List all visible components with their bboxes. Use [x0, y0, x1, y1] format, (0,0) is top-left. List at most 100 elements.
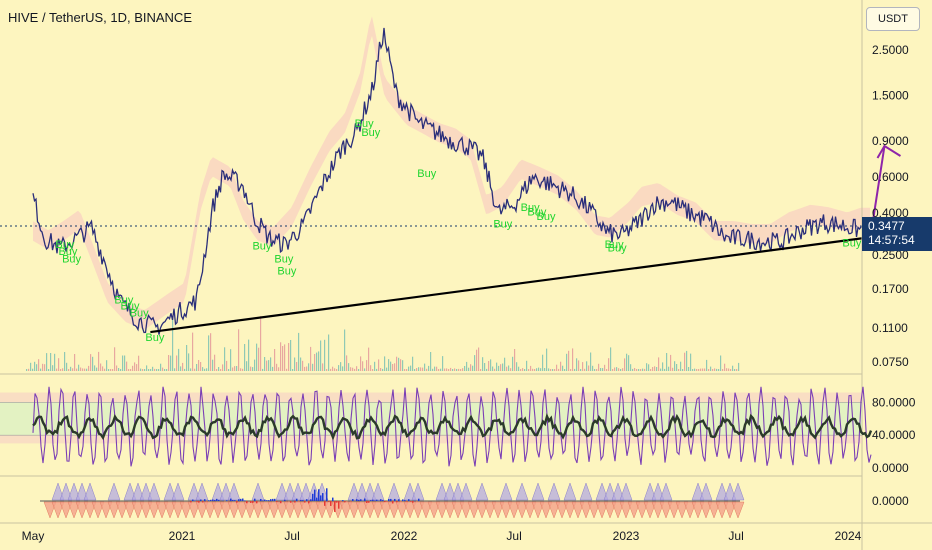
bear-triangle [179, 501, 193, 519]
histogram-bar [340, 501, 342, 502]
volume-bar [510, 368, 512, 371]
volume-bar [98, 351, 100, 371]
bull-triangle [387, 482, 401, 501]
volume-bar [260, 316, 262, 371]
bull-triangle [731, 482, 745, 501]
volume-bar [590, 352, 592, 371]
volume-bar [82, 368, 84, 371]
bear-triangle [667, 501, 681, 519]
volume-bar [202, 367, 204, 371]
volume-bar [480, 369, 482, 371]
volume-bar [32, 368, 34, 371]
volume-bar [142, 369, 144, 371]
bull-triangle [435, 482, 449, 501]
volume-bar [408, 366, 410, 371]
volume-bar [122, 355, 124, 371]
buy-label: Buy [536, 211, 555, 223]
bear-triangle [363, 501, 377, 519]
volume-bar [42, 363, 44, 371]
histogram-bar [376, 499, 378, 501]
bull-triangle [107, 482, 121, 501]
volume-bar [720, 355, 722, 371]
buy-label: Buy [605, 239, 624, 251]
bull-triangle [515, 482, 529, 501]
volume-bar [586, 361, 588, 371]
bear-triangle [531, 501, 545, 519]
histogram-bar [274, 498, 276, 501]
volume-bar [92, 356, 94, 371]
bear-triangle [467, 501, 481, 519]
volume-bar [282, 346, 284, 371]
volume-bar [392, 364, 394, 371]
histogram-bar [326, 488, 328, 501]
currency-button[interactable]: USDT [866, 7, 920, 31]
volume-bar [398, 357, 400, 371]
time-tick-label: May [22, 529, 45, 543]
histogram-bar [332, 497, 334, 501]
histogram-bar [264, 499, 266, 501]
bear-triangle [379, 501, 393, 519]
volume-bar [632, 368, 634, 371]
histogram-bar [362, 500, 364, 501]
volume-bar [532, 368, 534, 371]
volume-bar [650, 369, 652, 371]
histogram-bar [200, 499, 202, 501]
bear-triangle [507, 501, 521, 519]
volume-bar [670, 354, 672, 371]
time-tick-label: 2023 [613, 529, 640, 543]
volume-bar [232, 367, 234, 371]
volume-bar [264, 357, 266, 371]
volume-bar [190, 368, 192, 371]
volume-bar [448, 369, 450, 371]
volume-bar [34, 361, 36, 371]
arrow-shaft [871, 145, 886, 226]
volume-bar [446, 368, 448, 371]
volume-bar [54, 353, 56, 371]
bull-triangle [579, 482, 593, 501]
histogram-bar [268, 500, 270, 501]
volume-bar [588, 365, 590, 371]
bear-triangle [491, 501, 505, 519]
bull-triangle [531, 482, 545, 501]
volume-bar [30, 362, 32, 371]
volume-bar [76, 368, 78, 371]
volume-bar [70, 366, 72, 371]
volume-bar [466, 361, 468, 371]
volume-bar [582, 362, 584, 371]
volume-bar [184, 368, 186, 371]
bear-triangle [299, 501, 313, 519]
bear-triangle [115, 501, 129, 519]
volume-bar [72, 368, 74, 371]
volume-bar [592, 365, 594, 371]
bear-triangle [403, 501, 417, 519]
volume-bar [380, 368, 382, 371]
volume-bar [470, 364, 472, 371]
volume-bar [374, 361, 376, 371]
histogram-bar [338, 501, 340, 509]
volume-bar [730, 369, 732, 371]
histogram-bar [390, 498, 392, 501]
bull-triangle [283, 482, 297, 501]
volume-bar [330, 368, 332, 371]
volume-bar [246, 361, 248, 371]
buy-label: Buy [527, 206, 546, 218]
volume-bar [326, 369, 328, 371]
volume-bar [718, 369, 720, 371]
volume-bar [542, 354, 544, 371]
histogram-bar [366, 501, 368, 503]
volume-bar [478, 347, 480, 371]
bull-triangle [411, 482, 425, 501]
volume-bar [390, 361, 392, 371]
volume-bar [152, 366, 154, 371]
volume-bar [684, 352, 686, 371]
volume-bar [274, 349, 276, 371]
bear-triangle [419, 501, 433, 519]
histogram-bar [210, 499, 212, 501]
volume-bar [280, 342, 282, 371]
bear-triangle [315, 501, 329, 519]
buy-label: Buy [130, 308, 149, 320]
bear-triangle [219, 501, 233, 519]
bear-triangle [555, 501, 569, 519]
bull-triangle [219, 482, 233, 501]
